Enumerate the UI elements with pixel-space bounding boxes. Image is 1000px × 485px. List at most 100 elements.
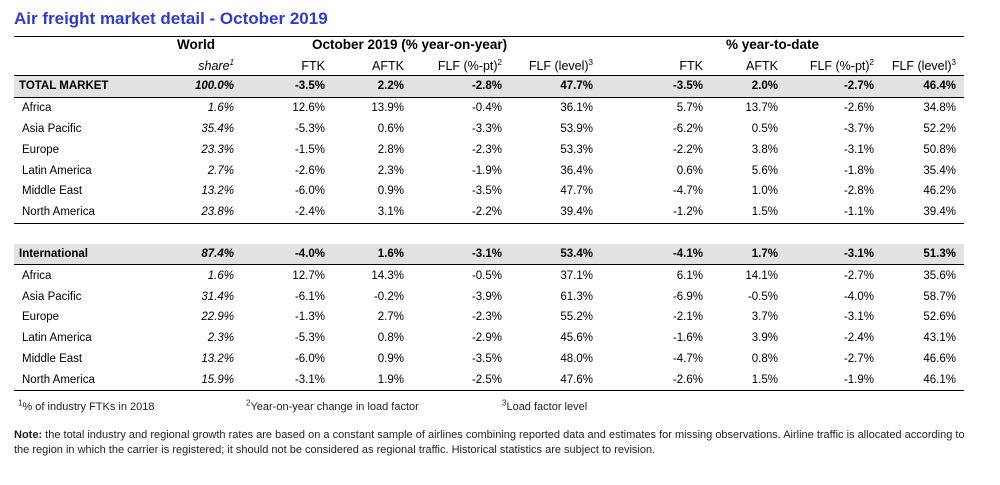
total-row: International 87.4% -4.0% 1.6% -3.1% 53.4% -4.…	[14, 243, 964, 266]
table-body: TOTAL MARKET 100.0% -3.5% 2.2% -2.8% 47.7% -3.…	[14, 75, 964, 392]
region-cell: International	[14, 243, 154, 266]
value-cell: 3.9%	[751, 332, 778, 345]
value-cell: 39.4%	[923, 206, 956, 219]
value-cell: 2.8%	[377, 143, 404, 156]
value-cell: 52.6%	[923, 311, 956, 324]
value-cell: -1.5%	[294, 143, 325, 156]
value-cell: 2.2%	[333, 75, 412, 98]
value-cell: 46.1%	[882, 369, 964, 392]
value-cell: 0.9%	[377, 185, 404, 198]
value-cell: -6.9%	[672, 290, 703, 303]
value-cell: 5.7%	[676, 102, 703, 115]
value-cell: 53.9%	[560, 122, 593, 135]
value-cell: 43.1%	[923, 332, 956, 345]
value-cell: 3.8%	[751, 143, 778, 156]
table-row: Latin America 2.3% -5.3% 0.8% -2.9% 45.6% -1.6…	[14, 328, 964, 349]
col-header: FTK	[242, 56, 333, 76]
value-cell: -2.3%	[471, 311, 502, 324]
column-header-row: share1 FTK AFTK FLF (%-pt)2 FLF (level)3…	[14, 56, 964, 76]
value-cell: 1.7%	[711, 243, 786, 266]
footnote-2: 2Year-on-year change in load factor	[246, 398, 419, 413]
value-cell: 36.1%	[560, 102, 593, 115]
value-cell: 48.0%	[560, 352, 593, 365]
share-cell: 13.2%	[201, 352, 234, 365]
value-cell: 14.1%	[745, 269, 778, 282]
region-cell: Latin America	[22, 332, 92, 345]
value-cell: 0.8%	[751, 352, 778, 365]
value-cell: 47.7%	[560, 185, 593, 198]
value-cell: -2.9%	[471, 332, 502, 345]
value-cell: -5.3%	[294, 332, 325, 345]
value-cell: 6.1%	[676, 269, 703, 282]
note-paragraph: Note: the total industry and regional gr…	[14, 429, 965, 456]
share-cell: 31.4%	[201, 290, 234, 303]
value-cell: -3.1%	[412, 243, 510, 266]
region-cell: Africa	[22, 102, 52, 115]
region-cell: Middle East	[22, 185, 83, 198]
region-cell: North America	[22, 206, 95, 219]
table-row: Asia Pacific 35.4% -5.3% 0.6% -3.3% 53.9% -6.2…	[14, 119, 964, 140]
value-cell: 51.3%	[882, 243, 964, 266]
value-cell: 35.4%	[923, 164, 956, 177]
table-row: Latin America 2.7% -2.6% 2.3% -1.9% 36.4% 0.6%…	[14, 160, 964, 181]
value-cell: -3.1%	[786, 243, 882, 266]
value-cell: -6.1%	[294, 290, 325, 303]
value-cell: 35.6%	[923, 269, 956, 282]
value-cell: 53.4%	[510, 243, 601, 266]
share-cell: 35.4%	[201, 122, 234, 135]
footnote-3: 3Load factor level	[502, 398, 588, 413]
value-cell: -6.0%	[294, 185, 325, 198]
region-cell: Middle East	[22, 352, 83, 365]
value-cell: 37.1%	[560, 269, 593, 282]
share-cell: 87.4%	[154, 243, 242, 266]
table-row: Middle East 13.2% -6.0% 0.9% -3.5% 47.7% -4.7%…	[14, 181, 964, 202]
value-cell: 3.7%	[751, 311, 778, 324]
group-header-ytd: % year-to-date	[726, 37, 820, 52]
value-cell: -3.1%	[843, 311, 874, 324]
col-header: FLF (%-pt)2	[412, 56, 510, 76]
share-cell: 13.2%	[201, 185, 234, 198]
value-cell: -2.6%	[843, 102, 874, 115]
value-cell: 0.6%	[377, 122, 404, 135]
table-row: Asia Pacific 31.4% -6.1% -0.2% -3.9% 61.3% -6.…	[14, 286, 964, 307]
share-cell: 15.9%	[154, 369, 242, 392]
value-cell: 0.5%	[751, 122, 778, 135]
value-cell: 0.8%	[377, 332, 404, 345]
value-cell: -2.7%	[843, 269, 874, 282]
share-cell: 22.9%	[201, 311, 234, 324]
total-row: TOTAL MARKET 100.0% -3.5% 2.2% -2.8% 47.7% -3.…	[14, 75, 964, 98]
region-cell: TOTAL MARKET	[14, 75, 154, 98]
col-header: FTK	[601, 56, 711, 76]
value-cell: 12.7%	[292, 269, 325, 282]
value-cell: 47.7%	[510, 75, 601, 98]
value-cell: 46.2%	[923, 185, 956, 198]
value-cell: -3.5%	[471, 185, 502, 198]
value-cell: 12.6%	[292, 102, 325, 115]
value-cell: -3.5%	[242, 75, 333, 98]
value-cell: -2.5%	[412, 369, 510, 392]
value-cell: -2.7%	[843, 352, 874, 365]
value-cell: -1.8%	[843, 164, 874, 177]
value-cell: -0.4%	[471, 102, 502, 115]
value-cell: -5.3%	[294, 122, 325, 135]
value-cell: 34.8%	[923, 102, 956, 115]
value-cell: 2.0%	[711, 75, 786, 98]
value-cell: -6.0%	[294, 352, 325, 365]
value-cell: 36.4%	[560, 164, 593, 177]
value-cell: -3.3%	[471, 122, 502, 135]
group-header-october: October 2019 (% year-on-year)	[312, 37, 508, 52]
value-cell: 46.4%	[882, 75, 964, 98]
value-cell: 58.7%	[923, 290, 956, 303]
region-cell: Europe	[22, 311, 60, 324]
header-top-rule	[14, 36, 964, 37]
table-row: Middle East 13.2% -6.0% 0.9% -3.5% 48.0% -4.7%…	[14, 349, 964, 370]
value-cell: 1.9%	[333, 369, 412, 392]
share-cell: 23.8%	[201, 206, 234, 219]
value-cell: -2.1%	[672, 311, 703, 324]
value-cell: 39.4%	[560, 206, 593, 219]
region-cell: Asia Pacific	[22, 122, 82, 135]
value-cell: -0.2%	[373, 290, 404, 303]
value-cell: -3.7%	[843, 122, 874, 135]
value-cell: -4.7%	[672, 352, 703, 365]
value-cell: 0.6%	[676, 164, 703, 177]
